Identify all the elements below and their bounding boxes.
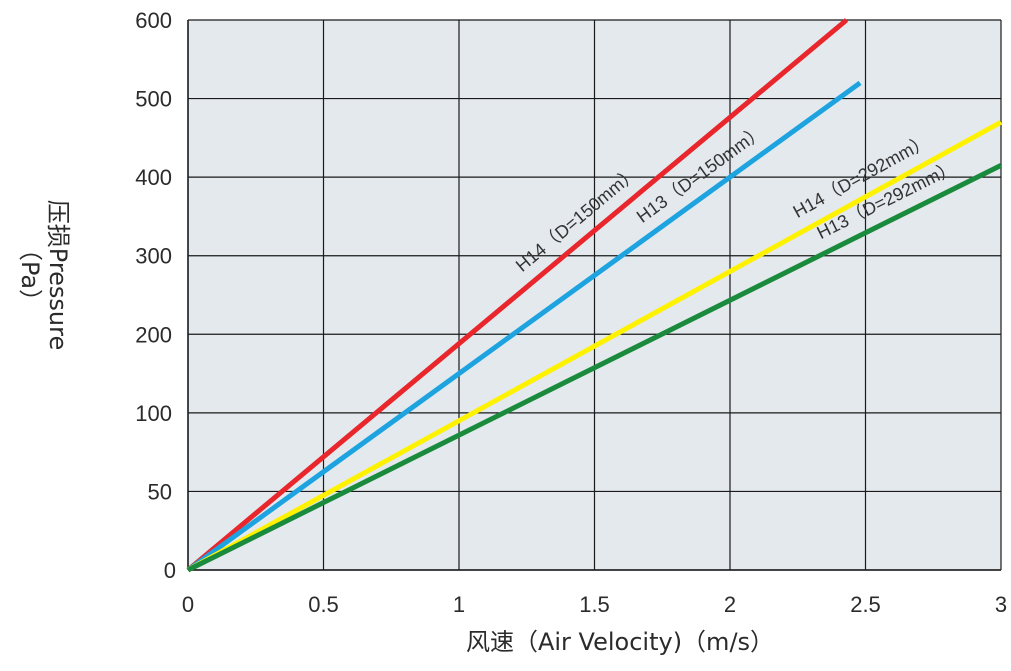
x-axis-title: 风速（Air Velocity)（m/s）	[466, 628, 774, 656]
series-line-1	[186, 80, 862, 573]
x-tick-label: 1.5	[579, 592, 610, 617]
y-tick-label: 0	[164, 558, 176, 583]
y-tick-label: 50	[148, 479, 172, 504]
y-tick-label: 200	[135, 322, 172, 347]
x-tick-label: 2	[724, 592, 736, 617]
x-tick-label: 0.5	[308, 592, 339, 617]
x-axis-ticks: 0 0.5 1 1.5 2 2.5 3	[182, 592, 1007, 617]
x-tick-label: 2.5	[850, 592, 881, 617]
y-axis-title: 压损Pressure （Pa）	[16, 200, 72, 350]
y-axis-ticks: 0 50 100 200 300 400 500 600	[135, 8, 176, 583]
y-tick-label: 300	[135, 244, 172, 269]
series-line-3	[186, 163, 1003, 573]
series-line-2	[186, 119, 1003, 573]
x-tick-label: 1	[453, 592, 465, 617]
x-tick-label: 0	[182, 592, 194, 617]
y-axis-title-line1: 压损Pressure	[44, 200, 72, 350]
x-tick-label: 3	[995, 592, 1007, 617]
y-tick-label: 100	[135, 401, 172, 426]
y-axis-title-line2: （Pa）	[16, 237, 44, 313]
series-line-0	[186, 18, 849, 572]
grid	[187, 19, 1002, 571]
y-tick-label: 400	[135, 165, 172, 190]
y-tick-label: 600	[135, 8, 172, 33]
series-lines	[186, 18, 1003, 573]
y-tick-label: 500	[135, 87, 172, 112]
